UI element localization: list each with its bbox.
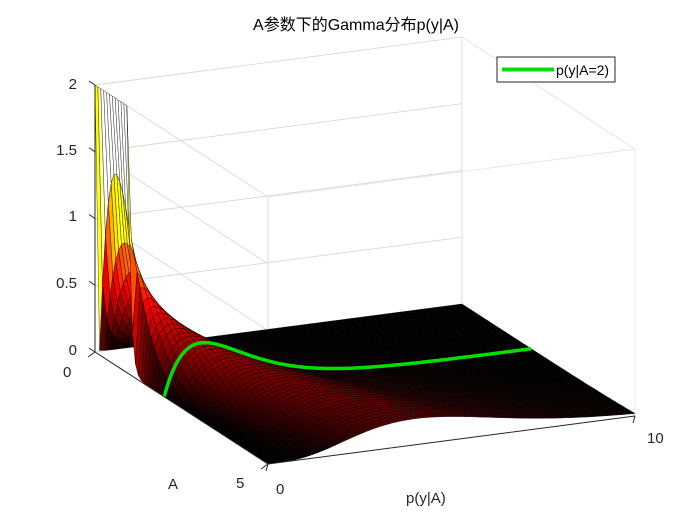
grid-line-back-z-1 [95,237,462,285]
box-top-front-edge [268,149,635,197]
z-tick-mark-3 [89,148,95,152]
y-tick-5: 5 [236,475,244,492]
x-tick-mark-1 [633,416,635,423]
box-top-right-edge [462,37,635,149]
z-tick-0: 0 [69,342,77,359]
grid-line-back-z-4 [95,37,462,85]
x-tick-0: 0 [276,481,284,498]
z-tick-0.5: 0.5 [56,275,77,292]
z-tick-1.5: 1.5 [56,142,77,159]
z-tick-mark-0 [89,348,95,352]
z-tick-1: 1 [69,208,77,225]
chart-title: A参数下的Gamma分布p(y|A) [253,16,459,34]
z-tick-mark-1 [89,281,95,285]
x-tick-10: 10 [647,430,664,447]
grid-line-back-z-3 [95,104,462,152]
y-axis-label: A [168,476,178,493]
grid-line-back-z-2 [95,171,462,219]
x-axis-label: p(y|A) [406,490,446,507]
y-tick-mark-0 [88,352,95,357]
z-tick-2: 2 [69,76,77,93]
y-tick-0: 0 [63,364,71,381]
legend: p(y|A=2) [497,57,615,82]
z-tick-mark-2 [89,215,95,219]
z-tick-mark-4 [89,81,95,85]
legend-label: p(y|A=2) [556,62,609,78]
